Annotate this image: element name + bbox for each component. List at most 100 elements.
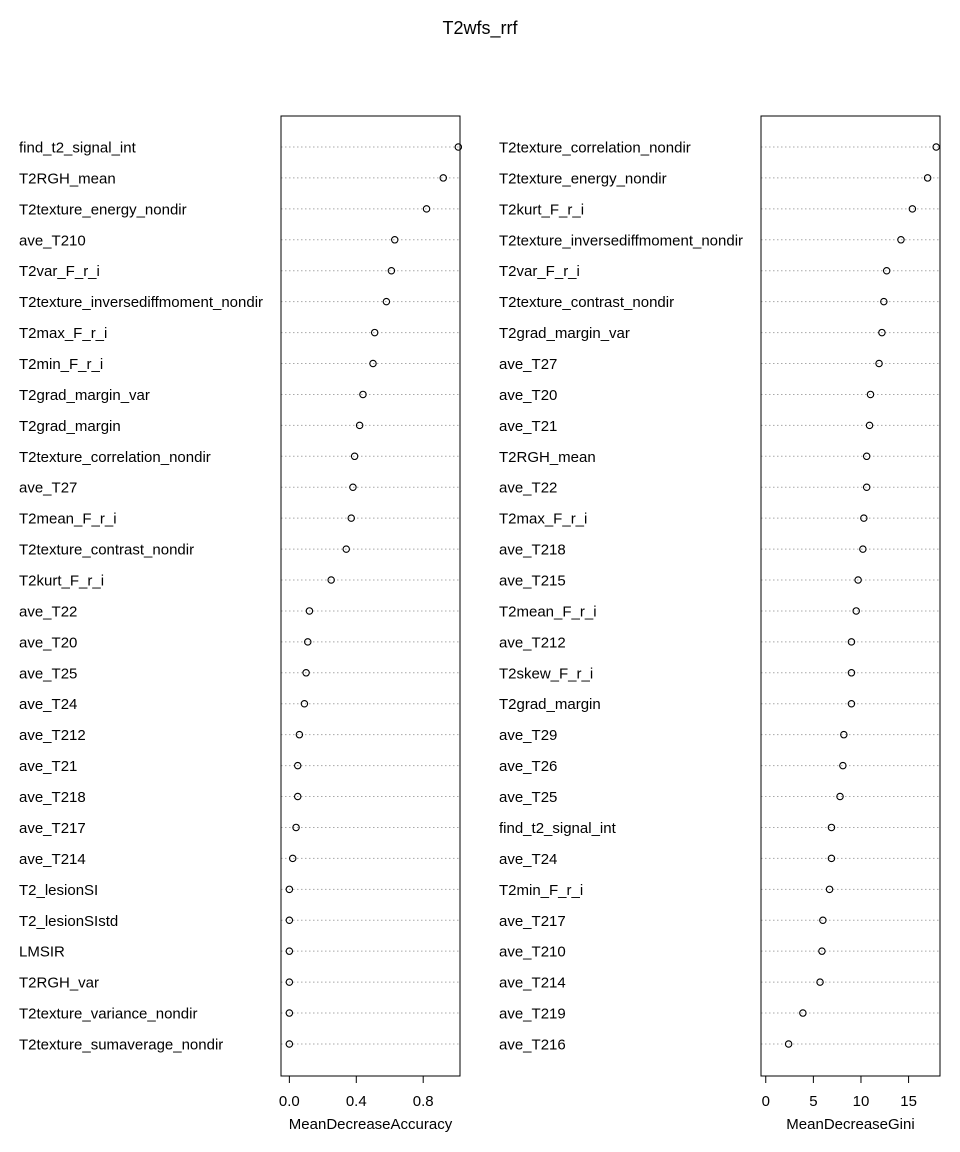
category-label: ave_T217	[19, 820, 86, 837]
data-point	[799, 1009, 807, 1017]
category-label: T2texture_correlation_nondir	[19, 449, 211, 466]
data-point	[285, 947, 294, 955]
figure-title: T2wfs_rrf	[442, 18, 518, 39]
data-point	[875, 359, 883, 368]
data-point	[349, 483, 357, 491]
category-label: ave_T20	[19, 634, 77, 651]
category-label: ave_T24	[19, 696, 77, 713]
data-point	[860, 514, 868, 522]
data-point	[355, 421, 364, 430]
plot-frame	[280, 115, 461, 1077]
data-point	[293, 761, 302, 770]
data-point	[285, 885, 294, 894]
data-point	[816, 978, 824, 986]
category-label: T2grad_margin_var	[19, 387, 150, 404]
data-point	[819, 916, 827, 924]
data-point	[923, 174, 932, 182]
x-tick-label: 0.4	[346, 1093, 367, 1110]
data-point	[862, 452, 871, 461]
data-point	[454, 143, 463, 151]
category-label: ave_T210	[19, 232, 86, 249]
data-point	[302, 669, 310, 677]
category-label: ave_T21	[19, 758, 77, 775]
data-point	[825, 885, 834, 894]
category-label: T2texture_contrast_nondir	[499, 294, 674, 311]
data-point	[865, 421, 874, 430]
category-label: T2texture_inversediffmoment_nondir	[499, 232, 743, 249]
category-label: T2texture_variance_nondir	[19, 1006, 197, 1023]
category-label: ave_T25	[19, 665, 77, 682]
data-point	[391, 236, 399, 244]
category-label: T2RGH_mean	[19, 170, 116, 187]
category-label: ave_T22	[19, 603, 77, 620]
category-label: T2texture_sumaverage_nondir	[19, 1036, 223, 1053]
data-point	[862, 483, 871, 491]
x-tick-label: 0.8	[413, 1093, 434, 1110]
data-point	[288, 854, 297, 863]
data-point	[854, 576, 862, 584]
data-point	[285, 1040, 294, 1048]
x-axis-title: MeanDecreaseAccuracy	[289, 1116, 453, 1133]
data-point	[285, 1009, 294, 1017]
data-point	[866, 390, 875, 399]
dotchart-panel-gini: T2texture_correlation_nondir T2texture_en…	[499, 115, 941, 1133]
data-point	[350, 452, 359, 461]
category-label: T2grad_margin	[19, 418, 121, 435]
category-label: T2min_F_r_i	[19, 356, 103, 373]
data-point	[784, 1040, 793, 1048]
data-point	[422, 205, 431, 213]
category-label: ave_T29	[499, 727, 557, 744]
x-tick-label: 15	[900, 1093, 917, 1110]
category-label: ave_T212	[499, 634, 566, 651]
category-label: ave_T219	[499, 1006, 566, 1023]
x-axis-title: MeanDecreaseGini	[786, 1116, 914, 1133]
category-label: T2kurt_F_r_i	[499, 201, 584, 218]
category-label: ave_T210	[499, 944, 566, 961]
data-point	[293, 792, 302, 801]
category-label: T2max_F_r_i	[499, 511, 587, 528]
category-label: T2kurt_F_r_i	[19, 573, 104, 590]
dotchart-panel-accuracy: find_t2_signal_int T2RGH_mean T2texture_en…	[19, 115, 463, 1133]
category-label: T2min_F_r_i	[499, 882, 583, 899]
category-label: T2_lesionSIstd	[19, 913, 118, 930]
data-point	[359, 390, 367, 399]
data-point	[932, 143, 940, 151]
category-label: T2skew_F_r_i	[499, 665, 593, 682]
x-tick-label: 10	[853, 1093, 870, 1110]
category-label: ave_T21	[499, 418, 557, 435]
category-label: ave_T217	[499, 913, 566, 930]
category-label: T2texture_energy_nondir	[19, 201, 187, 218]
data-point	[295, 730, 304, 739]
data-point	[908, 205, 917, 213]
x-tick-label: 0.0	[279, 1093, 300, 1110]
category-label: T2texture_contrast_nondir	[19, 542, 194, 559]
category-label: ave_T215	[499, 573, 566, 590]
category-label: T2texture_correlation_nondir	[499, 140, 691, 157]
data-point	[382, 297, 391, 306]
data-point	[852, 607, 860, 615]
data-point	[878, 328, 886, 337]
category-label: T2var_F_r_i	[499, 263, 580, 280]
data-point	[285, 916, 294, 924]
category-label: ave_T20	[499, 387, 557, 404]
data-point	[827, 854, 836, 863]
category-label: T2max_F_r_i	[19, 325, 107, 342]
data-point	[882, 266, 891, 275]
data-point	[897, 236, 905, 244]
data-point	[292, 823, 300, 832]
category-label: T2grad_margin_var	[499, 325, 630, 342]
category-label: find_t2_signal_int	[19, 140, 137, 157]
category-label: ave_T218	[499, 542, 566, 559]
category-label: ave_T214	[19, 851, 86, 868]
category-label: ave_T25	[499, 789, 557, 806]
data-point	[285, 978, 294, 986]
category-label: LMSIR	[19, 944, 65, 961]
data-point	[342, 545, 350, 553]
category-label: ave_T212	[19, 727, 86, 744]
category-label: T2texture_inversediffmoment_nondir	[19, 294, 263, 311]
plot-frame	[760, 115, 941, 1077]
data-point	[859, 545, 867, 553]
category-label: ave_T218	[19, 789, 86, 806]
data-point	[836, 792, 844, 801]
data-point	[818, 947, 826, 955]
